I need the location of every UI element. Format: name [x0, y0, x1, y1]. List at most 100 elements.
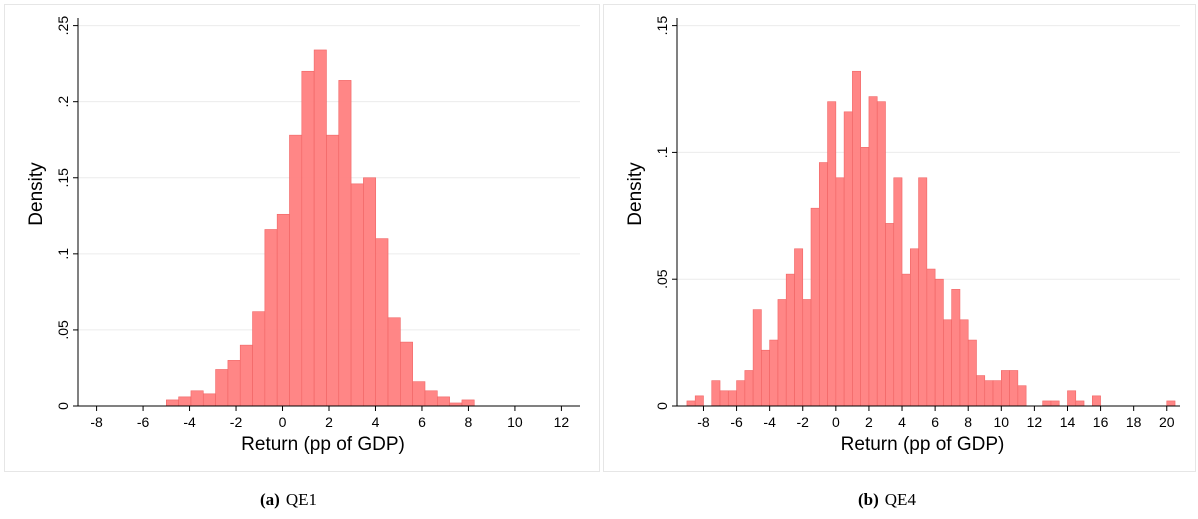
histogram-bar-left-0: [166, 399, 179, 407]
histogram-bar-right-44: [1075, 400, 1085, 407]
caption-right-text: QE4: [884, 490, 916, 509]
histogram-bar-left-16: [363, 177, 377, 407]
histogram-bar-right-10: [769, 339, 779, 407]
histogram-bar-right-3: [711, 380, 721, 407]
x-tick-label-left-0: -8: [90, 414, 103, 430]
y-tick-label-left-3: .15: [55, 168, 71, 188]
x-tick-label-right-0: -8: [697, 414, 710, 430]
histogram-bar-left-2: [190, 390, 204, 407]
histogram-bar-left-19: [400, 341, 413, 407]
x-tick-label-right-10: 12: [1027, 414, 1043, 430]
histogram-bar-right-12: [785, 273, 795, 407]
x-tick-label-left-5: 2: [325, 414, 333, 430]
histogram-bar-left-7: [252, 311, 266, 407]
y-tick-label-right-2: .1: [654, 146, 670, 158]
caption-right: (b) QE4: [858, 490, 916, 510]
y-tick-label-right-3: .15: [654, 16, 670, 36]
x-tick-label-right-14: 20: [1159, 414, 1175, 430]
histogram-bar-right-42: [1050, 400, 1060, 407]
histogram-bar-left-17: [375, 238, 389, 407]
y-tick-label-right-1: .05: [654, 269, 670, 289]
x-tick-label-right-12: 16: [1093, 414, 1109, 430]
x-tick-label-right-9: 10: [994, 414, 1010, 430]
x-tick-label-right-5: 2: [865, 414, 873, 430]
histogram-bar-right-7: [744, 370, 754, 407]
histogram-bar-left-4: [215, 369, 229, 407]
histogram-bar-right-33: [959, 319, 969, 407]
y-axis-label-right: Density: [625, 162, 646, 226]
histogram-bar-left-9: [276, 213, 290, 407]
y-tick-label-left-0: 0: [55, 402, 71, 410]
x-tick-label-right-1: -6: [730, 414, 743, 430]
histogram-bar-left-3: [202, 393, 216, 407]
histogram-bar-right-28: [918, 177, 928, 407]
y-tick-label-left-1: .05: [55, 320, 71, 340]
x-tick-label-left-3: -2: [230, 414, 243, 430]
caption-right-tag: (b): [858, 490, 879, 509]
x-tick-label-right-7: 6: [931, 414, 939, 430]
y-axis-label-left: Density: [26, 162, 47, 226]
x-tick-label-right-8: 8: [964, 414, 972, 430]
histogram-bar-right-19: [843, 111, 853, 407]
histogram-bar-right-37: [992, 380, 1002, 407]
histogram-bar-left-15: [350, 183, 364, 407]
histogram-bar-right-0: [686, 400, 696, 407]
histogram-bar-right-9: [761, 349, 770, 407]
x-tick-label-right-4: 0: [832, 414, 840, 430]
histogram-bar-left-21: [424, 390, 438, 407]
y-tick-label-left-4: .2: [55, 96, 71, 108]
histogram-bar-left-14: [338, 80, 352, 407]
histogram-bar-left-5: [227, 360, 241, 407]
x-tick-label-left-1: -6: [137, 414, 150, 430]
chart-right: 0 .05 .1 .15 -8 -6 -4 -2 0 2 4 6 8 10 12 14 16 18 20 Return…: [625, 16, 1180, 455]
histogram-bar-right-25: [893, 177, 903, 407]
histogram-bar-left-8: [264, 229, 278, 407]
histogram-bar-right-13: [794, 248, 804, 407]
chart-left: 0 .05 .1 .15 .2 .25 -8 -6 -4 -2 0 2 4 6 8 10 12 Return (p…: [26, 16, 580, 455]
histogram-bar-right-24: [885, 223, 895, 407]
x-tick-label-left-4: 0: [279, 414, 287, 430]
histogram-bar-right-34: [967, 339, 977, 407]
histogram-bar-right-17: [827, 101, 837, 407]
x-axis-label-left: Return (pp of GDP): [241, 434, 405, 455]
x-tick-label-left-6: 4: [372, 414, 380, 430]
y-tick-label-left-2: .1: [55, 248, 71, 260]
histogram-bar-right-46: [1166, 400, 1176, 407]
histogram-bar-right-22: [868, 96, 878, 407]
x-tick-label-right-2: -4: [763, 414, 776, 430]
histogram-bar-right-35: [976, 375, 986, 407]
x-tick-label-right-3: -2: [797, 414, 810, 430]
histogram-bar-right-38: [1001, 370, 1010, 407]
caption-left-text: QE1: [285, 490, 317, 509]
histogram-bar-right-41: [1042, 400, 1052, 407]
histogram-bar-right-45: [1092, 395, 1101, 407]
histogram-bar-right-1: [694, 395, 704, 407]
histogram-bar-right-6: [736, 380, 746, 407]
histogram-bar-right-26: [901, 273, 911, 407]
y-tick-label-right-0: 0: [654, 402, 670, 410]
histogram-bar-right-39: [1009, 370, 1019, 407]
histogram-bar-left-13: [326, 134, 340, 407]
histogram-bar-right-16: [818, 162, 828, 407]
histogram-bar-left-20: [412, 381, 426, 407]
histogram-bar-right-23: [876, 101, 886, 407]
histogram-bar-right-29: [926, 268, 936, 407]
x-tick-label-right-13: 18: [1126, 414, 1142, 430]
histogram-bar-left-24: [461, 399, 475, 407]
histogram-bar-right-36: [984, 380, 994, 407]
x-tick-label-right-6: 4: [898, 414, 906, 430]
histogram-bar-right-21: [860, 147, 870, 407]
histogram-bar-right-20: [852, 70, 861, 407]
histogram-bar-right-8: [752, 309, 762, 407]
x-tick-label-left-8: 8: [465, 414, 473, 430]
histogram-bar-right-4: [719, 390, 729, 407]
y-tick-label-left-5: .25: [55, 16, 71, 36]
x-tick-label-right-11: 14: [1060, 414, 1076, 430]
histogram-bar-right-27: [909, 248, 919, 407]
x-tick-label-left-10: 12: [554, 414, 570, 430]
histogram-bar-right-32: [951, 289, 961, 407]
histogram-bar-left-10: [289, 134, 303, 407]
caption-left: (a) QE1: [260, 490, 317, 510]
histogram-bar-right-14: [802, 299, 812, 407]
